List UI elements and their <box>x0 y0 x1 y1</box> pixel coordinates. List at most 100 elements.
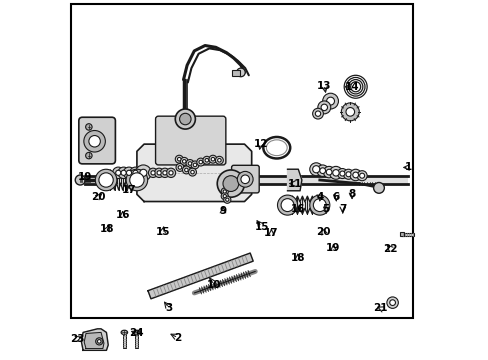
Text: 16: 16 <box>290 204 304 215</box>
Circle shape <box>346 108 354 116</box>
Polygon shape <box>81 329 108 350</box>
Circle shape <box>175 109 195 129</box>
Circle shape <box>346 172 350 177</box>
Circle shape <box>309 163 322 176</box>
Circle shape <box>116 170 121 175</box>
Circle shape <box>199 160 202 164</box>
Circle shape <box>85 152 92 159</box>
Circle shape <box>223 194 226 198</box>
Circle shape <box>313 199 325 212</box>
Circle shape <box>236 68 244 77</box>
Circle shape <box>217 170 244 197</box>
Circle shape <box>322 93 338 109</box>
Text: 5: 5 <box>322 204 329 215</box>
Circle shape <box>241 175 249 184</box>
Text: 24: 24 <box>129 328 144 338</box>
Text: 22: 22 <box>383 244 397 254</box>
Text: 8: 8 <box>348 189 355 199</box>
Bar <box>402 233 413 235</box>
Circle shape <box>373 183 384 193</box>
Circle shape <box>193 163 196 167</box>
Text: 23: 23 <box>70 333 84 343</box>
FancyBboxPatch shape <box>155 116 225 165</box>
Circle shape <box>140 169 146 176</box>
Circle shape <box>341 103 359 121</box>
Circle shape <box>221 193 228 200</box>
Circle shape <box>215 156 223 164</box>
Circle shape <box>168 171 173 175</box>
Circle shape <box>237 171 253 187</box>
Circle shape <box>352 172 358 178</box>
Circle shape <box>325 169 331 175</box>
Circle shape <box>211 157 214 161</box>
Circle shape <box>221 188 228 195</box>
Circle shape <box>281 199 293 212</box>
Text: 4: 4 <box>315 192 323 202</box>
Circle shape <box>188 162 191 165</box>
Text: 7: 7 <box>338 204 346 215</box>
Circle shape <box>319 168 325 174</box>
Text: 18: 18 <box>290 253 304 263</box>
Text: 2: 2 <box>174 333 182 343</box>
Bar <box>135 332 138 348</box>
Circle shape <box>349 169 361 181</box>
Circle shape <box>180 157 188 165</box>
Circle shape <box>126 170 131 175</box>
Circle shape <box>223 196 230 203</box>
Circle shape <box>160 168 169 177</box>
Ellipse shape <box>121 330 127 334</box>
Circle shape <box>317 101 330 114</box>
Circle shape <box>179 113 191 125</box>
Circle shape <box>184 168 188 172</box>
Circle shape <box>89 135 100 147</box>
Circle shape <box>112 167 124 179</box>
Circle shape <box>129 173 144 187</box>
Circle shape <box>315 111 320 116</box>
Circle shape <box>96 338 102 345</box>
Circle shape <box>339 171 344 176</box>
Circle shape <box>356 171 366 181</box>
Circle shape <box>326 97 334 105</box>
Circle shape <box>99 173 113 187</box>
Circle shape <box>154 168 163 177</box>
Polygon shape <box>287 196 319 214</box>
Circle shape <box>95 169 117 191</box>
Text: 21: 21 <box>373 303 387 314</box>
Ellipse shape <box>133 330 140 334</box>
Polygon shape <box>106 170 137 190</box>
Circle shape <box>182 166 190 174</box>
Bar <box>400 232 403 236</box>
Circle shape <box>203 156 210 164</box>
Circle shape <box>121 170 126 175</box>
Text: 14: 14 <box>344 82 359 92</box>
Circle shape <box>316 165 328 176</box>
Circle shape <box>133 170 138 175</box>
Text: 19: 19 <box>78 172 92 182</box>
Circle shape <box>123 167 135 179</box>
Circle shape <box>217 158 221 162</box>
Circle shape <box>97 339 101 343</box>
Text: 17: 17 <box>122 185 136 195</box>
Circle shape <box>343 169 353 179</box>
Circle shape <box>329 166 342 179</box>
Circle shape <box>223 190 226 193</box>
Circle shape <box>75 175 85 185</box>
Circle shape <box>223 176 238 192</box>
Text: 15: 15 <box>254 222 268 231</box>
Circle shape <box>208 155 217 163</box>
Text: 15: 15 <box>155 227 170 237</box>
Circle shape <box>191 161 199 169</box>
Text: 16: 16 <box>115 210 129 220</box>
Circle shape <box>151 171 155 175</box>
Bar <box>231 69 239 76</box>
Circle shape <box>277 195 297 215</box>
Text: 9: 9 <box>219 206 226 216</box>
Circle shape <box>323 166 334 178</box>
Text: 13: 13 <box>317 81 331 91</box>
Circle shape <box>118 167 129 179</box>
Polygon shape <box>148 253 253 299</box>
Circle shape <box>178 166 182 169</box>
Polygon shape <box>287 169 301 191</box>
FancyBboxPatch shape <box>79 117 115 164</box>
Text: 19: 19 <box>325 243 340 253</box>
